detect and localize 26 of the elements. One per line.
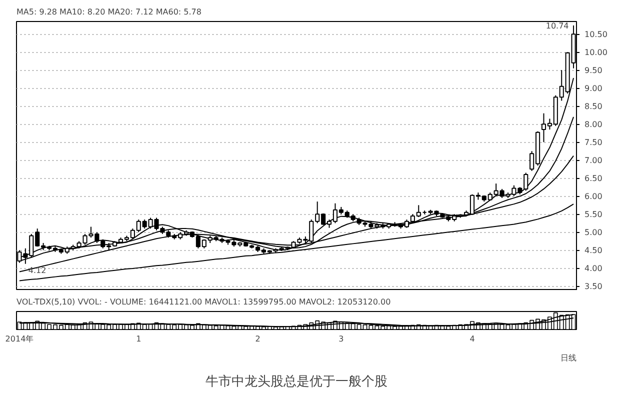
- y-tick-label: 9.50: [584, 66, 602, 76]
- y-tick-label: 10.00: [584, 48, 608, 58]
- x-tick-label: 2014年: [5, 334, 34, 344]
- y-tick-label: 9.00: [584, 84, 602, 94]
- annotation: 4.12: [28, 266, 46, 275]
- text: 日线: [560, 354, 576, 362]
- y-tick-label: 3.50: [584, 282, 602, 292]
- y-tick-label: 5.00: [584, 228, 602, 238]
- y-tick-label: 8.00: [584, 120, 602, 130]
- y-tick-label: 6.50: [584, 174, 602, 184]
- x-tick-label: 3: [338, 334, 344, 344]
- y-tick-label: 7.50: [584, 138, 602, 148]
- chart-title: VOL-TDX(5,10) VVOL: - VOLUME: 16441121.00 MAVOL1: 13599795.00 MAVOL2: 12053120.00: [16, 298, 391, 306]
- x-tick-label: 4: [470, 334, 475, 344]
- annotation: 10.74: [546, 21, 569, 30]
- text: 牛市中龙头股总是优于一般个股: [206, 374, 388, 390]
- x-tick-label: 2: [255, 334, 260, 344]
- y-tick-label: 6.00: [584, 192, 602, 202]
- y-tick-label: 7.00: [584, 156, 602, 166]
- y-tick-label: 5.50: [584, 210, 602, 220]
- x-tick-label: 1: [136, 334, 142, 344]
- y-tick-label: 10.50: [584, 30, 608, 40]
- y-tick-label: 4.00: [584, 264, 602, 274]
- y-tick-label: 8.50: [584, 102, 602, 112]
- text: MA5: 9.28 MA10: 8.20 MA20: 7.12 MA60: 5.78: [16, 8, 202, 16]
- y-tick-label: 4.50: [584, 246, 602, 256]
